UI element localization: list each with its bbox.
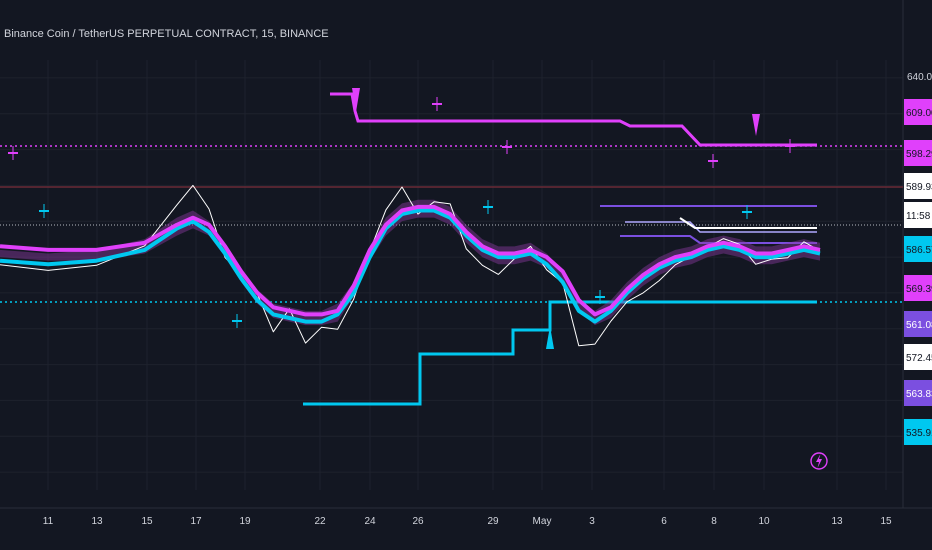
price-tag — [904, 236, 932, 262]
x-tick-label: May — [533, 516, 552, 527]
x-tick-label: 19 — [239, 516, 251, 527]
magenta-trail-line — [330, 92, 817, 147]
price-tag — [904, 311, 932, 337]
sell-signal-marker — [752, 114, 760, 136]
cyan-trail-line — [303, 300, 817, 406]
price-tag-label: 572.45 — [906, 353, 932, 364]
series-fast-ma — [0, 208, 821, 324]
y-top-label: 640.00 — [907, 72, 932, 83]
price-tag — [904, 173, 932, 199]
x-tick-label: 6 — [661, 516, 667, 527]
x-tick-label: 22 — [314, 516, 326, 527]
x-tick-label: 3 — [589, 516, 595, 527]
price-tag-label: 535.91 — [906, 428, 932, 439]
price-tag-label: 563.83 — [906, 389, 932, 400]
chart-title: Binance Coin / TetherUS PERPETUAL CONTRA… — [4, 28, 329, 40]
x-tick-label: 29 — [487, 516, 499, 527]
x-tick-label: 10 — [758, 516, 770, 527]
price-tag — [904, 99, 932, 125]
sell-signal-marker — [352, 88, 360, 112]
price-tag-label: 586.57 — [906, 245, 932, 256]
price-tag — [904, 140, 932, 166]
x-tick-label: 26 — [412, 516, 424, 527]
buy-signal-marker — [546, 326, 554, 349]
x-tick-label: 8 — [711, 516, 717, 527]
price-tag-label: 569.39 — [906, 284, 932, 295]
price-tag-label: 598.29 — [906, 149, 932, 160]
x-tick-label: 13 — [831, 516, 843, 527]
series-slow-ma — [0, 204, 821, 317]
price-tag-label: 589.93 — [906, 182, 932, 193]
x-tick-label: 13 — [91, 516, 103, 527]
x-tick-label: 24 — [364, 516, 376, 527]
price-tag-label: 609.00 — [906, 108, 932, 119]
price-tag — [904, 344, 932, 370]
purple-level-lower — [620, 235, 817, 244]
price-tag-label: 561.08 — [906, 320, 932, 331]
x-tick-label: 17 — [190, 516, 202, 527]
white-level — [679, 217, 817, 229]
x-tick-label: 11 — [43, 516, 54, 527]
lightning-bolt-icon[interactable] — [810, 446, 828, 476]
price-tag — [904, 380, 932, 406]
price-tag — [904, 419, 932, 445]
price-tag-label: 11:58 — [906, 211, 931, 222]
price-tag — [904, 202, 932, 228]
price-tag — [904, 275, 932, 301]
x-tick-label: 15 — [880, 516, 892, 527]
x-tick-label: 15 — [141, 516, 153, 527]
